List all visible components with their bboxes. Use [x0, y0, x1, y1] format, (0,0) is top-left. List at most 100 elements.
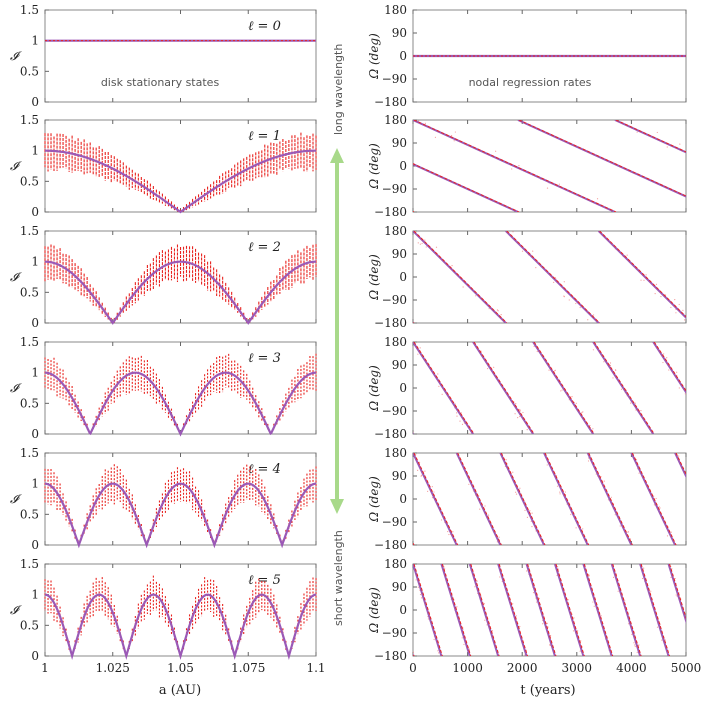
- panel-label: ℓ = 2: [248, 240, 281, 255]
- left-panel-l0: 0 0.5 1 1.5 𝓘ℓ = 0: [10, 3, 317, 109]
- right-panel-l5: −180 −90 0 90 180 Ω (deg) 0 1000 2000 3000 4000 500…: [367, 557, 701, 675]
- simulation-line: [640, 564, 671, 656]
- y-tick-label: 1: [31, 588, 39, 602]
- scatter-point: [633, 642, 635, 644]
- scatter-point: [704, 251, 705, 252]
- scatter-point: [532, 250, 534, 252]
- y-tick-label: 0: [31, 649, 39, 663]
- scatter-point: [626, 254, 628, 256]
- scatter-point: [495, 150, 497, 152]
- scatter-point: [431, 497, 434, 499]
- scatter-point: [487, 367, 489, 370]
- scatter-point: [643, 279, 645, 281]
- scatter-point: [376, 460, 377, 461]
- scatter-point: [592, 428, 594, 430]
- scatter-point: [617, 590, 619, 592]
- scatter-point: [474, 586, 476, 588]
- scatter-point: [699, 571, 700, 572]
- scatter-point: [493, 366, 495, 368]
- y-tick-label: −180: [374, 649, 407, 663]
- right-frame: [412, 341, 687, 435]
- scatter-point: [488, 308, 490, 310]
- simulation-line: [441, 564, 472, 656]
- simulation-line: [669, 564, 686, 620]
- scatter-point: [627, 623, 630, 625]
- scatter-point: [381, 483, 382, 484]
- y-tick-label: −180: [374, 95, 407, 109]
- scatter-point: [357, 269, 358, 270]
- y-tick-label: 1.5: [20, 224, 39, 238]
- scatter-point: [688, 481, 689, 482]
- simulation-line: [413, 231, 508, 323]
- scatter-point: [592, 435, 593, 436]
- scatter-point: [660, 295, 662, 298]
- model-line: [525, 564, 556, 656]
- scatter-point: [358, 348, 359, 349]
- y-tick-label: 180: [384, 224, 407, 238]
- scatter-point: [643, 567, 645, 569]
- scatter-point: [695, 241, 696, 242]
- scatter-point: [609, 362, 612, 364]
- scatter-point: [415, 579, 417, 581]
- y-tick-label: −180: [374, 316, 407, 330]
- scatter-point: [531, 512, 533, 514]
- arrow-head-up: [330, 148, 344, 163]
- scatter-point: [633, 644, 636, 646]
- scatter-point: [397, 510, 398, 511]
- model-line: [413, 564, 443, 656]
- scatter-point: [679, 143, 681, 145]
- y-tick-label: 0: [399, 159, 407, 173]
- scatter-point: [603, 361, 605, 363]
- left-panel-l4: 00.511.5𝓘ℓ = 4: [10, 446, 317, 552]
- scatter-point: [530, 520, 532, 522]
- scatter-point: [458, 450, 459, 451]
- regression-lines: [328, 120, 686, 212]
- scatter-point: [409, 642, 410, 643]
- right-panel-l2: −180 −90 0 90 180 Ω (deg): [357, 224, 705, 330]
- model-curve: [44, 482, 317, 549]
- scatter-point: [451, 265, 453, 267]
- left-frame: [44, 9, 317, 103]
- scatter-point: [468, 658, 469, 659]
- model-curve: [45, 149, 316, 214]
- scatter-point: [536, 350, 538, 353]
- scatter-point: [664, 639, 666, 641]
- y-tick-label: 180: [384, 557, 407, 571]
- simulation-line: [518, 120, 686, 197]
- scatter-point: [441, 393, 443, 395]
- model-line: [543, 453, 589, 545]
- y-tick-label: 0: [399, 492, 407, 506]
- model-line: [455, 453, 502, 545]
- scatter-point: [676, 371, 678, 373]
- scatter-point: [666, 146, 668, 148]
- scatter-point: [409, 314, 410, 315]
- y-tick-label: 90: [392, 580, 407, 594]
- scatter-point: [521, 250, 524, 252]
- simulation-line: [555, 564, 585, 656]
- scatter-point: [472, 435, 473, 436]
- scatter-point: [695, 651, 696, 652]
- scatter-point: [496, 309, 499, 311]
- scatter-point: [666, 535, 669, 537]
- scatter-point: [614, 514, 616, 516]
- scatter-point: [650, 590, 652, 592]
- scatter-point: [410, 534, 411, 535]
- scatter-point: [512, 603, 514, 605]
- scatter-point: [532, 592, 535, 594]
- scatter-point: [407, 534, 408, 535]
- scatter-point: [418, 461, 421, 463]
- scatter-point: [638, 644, 640, 646]
- y-tick-label: −90: [382, 404, 407, 418]
- scatter-point: [624, 600, 626, 602]
- y-axis-label: Ω (deg): [367, 254, 381, 301]
- scatter-point: [634, 402, 636, 404]
- scatter-point: [692, 408, 693, 409]
- simulation-line: [612, 564, 642, 656]
- scatter-point: [456, 606, 458, 608]
- scatter-point: [440, 519, 443, 521]
- scatter-point: [580, 640, 582, 642]
- scatter-point: [683, 319, 686, 321]
- scatter-point: [529, 510, 531, 512]
- y-tick-label: 0: [399, 603, 407, 617]
- scatter-point: [328, 175, 329, 176]
